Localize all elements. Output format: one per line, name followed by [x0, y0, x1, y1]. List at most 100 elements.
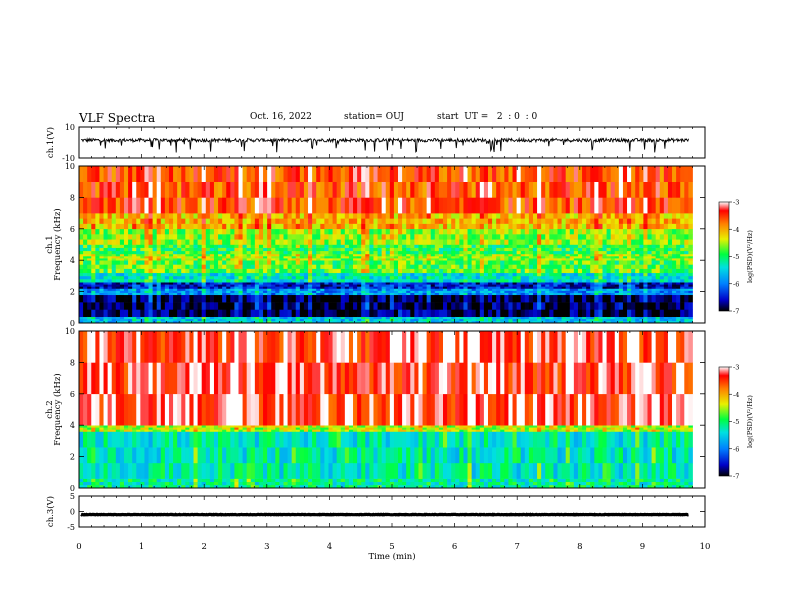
spectrogram-cell [622, 253, 628, 257]
spectrogram-cell [152, 239, 158, 245]
spectrogram-cell [496, 316, 501, 320]
spectrogram-cell [565, 279, 571, 283]
spectrogram-cell [291, 250, 297, 255]
spectrogram-cell [258, 264, 264, 269]
spectrogram-cell [385, 218, 391, 224]
spectrogram-cell [275, 302, 280, 310]
spectrogram-cell [545, 258, 550, 261]
spectrogram-cell [328, 239, 333, 245]
spectrogram-cell [213, 290, 219, 293]
spectrogram-cell [447, 309, 452, 318]
spectrogram-cell [91, 272, 96, 277]
spectrogram-cell [148, 309, 154, 318]
spectrogram-cell [676, 292, 681, 296]
spectrogram-cell [369, 275, 374, 280]
spectrogram-cell [299, 197, 305, 214]
spectrogram-cell [528, 282, 534, 285]
spectrogram-cell [565, 218, 571, 224]
spectrogram-cell [189, 318, 194, 322]
spectrogram-cell [263, 268, 268, 274]
spectrogram-cell [324, 309, 329, 318]
spectrogram-cell [275, 320, 280, 324]
spectrogram-cell [647, 272, 652, 277]
spectrogram-cell [586, 268, 591, 274]
spectrogram-cell [95, 213, 100, 219]
spectrogram-cell [492, 279, 497, 283]
spectrogram-cell [459, 197, 464, 214]
spectrogram-cell [487, 250, 493, 255]
spectrogram-cell [287, 309, 293, 318]
spectrogram-cell [553, 292, 558, 296]
spectrogram-cell [659, 223, 665, 230]
spectrogram-cell [132, 288, 137, 291]
spectrogram-cell [361, 260, 366, 265]
spectrogram-cell [173, 316, 178, 320]
spectrogram-cell [410, 197, 415, 214]
spectrogram-cell [152, 260, 158, 265]
spectrogram-cell [164, 250, 170, 255]
spectrogram-cell [144, 318, 149, 322]
spectrogram-cell [483, 247, 489, 252]
spectrogram-cell [631, 282, 636, 285]
spectrogram-cell [573, 228, 579, 235]
spectrogram-cell [287, 260, 293, 265]
spectrogram-cell [471, 223, 477, 230]
spectrogram-cell [663, 181, 669, 198]
spectrogram-cell [622, 290, 628, 293]
spectrogram-cell [91, 316, 96, 320]
spectrogram-cell [332, 316, 338, 320]
spectrogram-cell [389, 258, 395, 261]
spectrogram-cell [299, 228, 305, 235]
spectrogram-cell [532, 264, 538, 269]
spectrogram-cell [283, 223, 288, 230]
spectrogram-cell [91, 292, 96, 296]
spectrogram-cell [512, 316, 518, 320]
spectrogram-cell [398, 234, 403, 240]
spectrogram-cell [295, 309, 301, 318]
spectrogram-cell [320, 218, 325, 224]
spectrogram-cell [222, 320, 227, 324]
spectrogram-cell [299, 309, 305, 318]
spectrogram-cell [103, 253, 109, 257]
spectrogram-cell [483, 320, 489, 324]
spectrogram-cell [91, 256, 96, 259]
spectrogram-cell [426, 268, 432, 274]
spectrogram-cell [512, 318, 518, 322]
spectrogram-cell [189, 260, 194, 265]
spectrogram-cell [173, 260, 178, 265]
spectrogram-cell [639, 292, 644, 296]
spectrogram-cell [577, 292, 583, 296]
spectrogram-cell [541, 247, 546, 252]
spectrogram-cell [160, 302, 166, 310]
spectrogram-cell [83, 218, 88, 224]
spectrogram-cell [254, 302, 260, 310]
spectrogram-cell [434, 239, 440, 245]
spectrogram-cell [164, 282, 170, 285]
spectrogram-cell [357, 244, 362, 248]
spectrogram-cell [487, 275, 493, 280]
spectrogram-cell [385, 244, 391, 248]
spectrogram-cell [123, 309, 129, 318]
spectrogram-cell [128, 290, 133, 293]
spectrogram-cell [663, 264, 669, 269]
spectrogram-cell [168, 316, 174, 320]
spectrogram-cell [177, 253, 182, 257]
spectrogram-cell [651, 244, 657, 248]
spectrogram-cell [173, 197, 178, 214]
spectrogram-cell [389, 268, 395, 274]
spectrogram-cell [119, 272, 125, 277]
spectrogram-cell [99, 256, 104, 259]
spectrogram-cell [438, 197, 444, 214]
spectrogram-cell [193, 268, 199, 274]
spectrogram-cell [406, 286, 411, 289]
spectrogram-cell [410, 256, 415, 259]
spectrogram-cell [418, 272, 423, 277]
spectrogram-cell [177, 258, 182, 261]
spectrogram-cell [128, 244, 133, 248]
spectrogram-cell [246, 309, 252, 318]
spectrogram-cell [414, 258, 419, 261]
spectrogram-cell [254, 244, 260, 248]
spectrogram-cell [512, 286, 518, 289]
spectrogram-cell [115, 318, 121, 322]
spectrogram-cell [676, 181, 681, 198]
